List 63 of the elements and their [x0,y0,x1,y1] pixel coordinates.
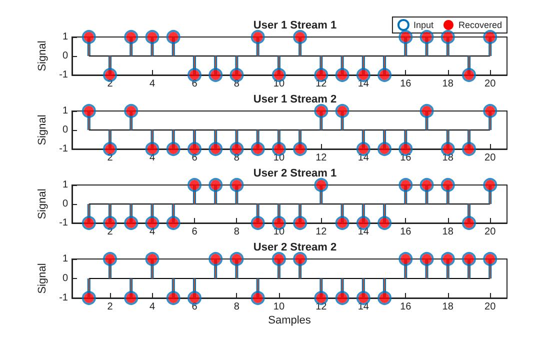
x-tick-label: 6 [192,78,198,90]
x-tick-label: 20 [484,78,496,90]
x-tick-label: 4 [149,226,156,238]
y-tick-label: 1 [62,180,68,190]
x-tick-label: 2 [107,152,114,164]
x-tick-label: 14 [358,78,370,90]
y-tick-label: -1 [59,70,68,80]
x-tick-label: 18 [442,152,454,164]
y-axis-title: Signal [36,114,49,146]
x-tick-label: 4 [149,152,156,164]
x-tick-label: 20 [484,226,496,238]
x-tick-label: 14 [358,226,370,238]
y-tick-label: 0 [62,124,68,136]
x-tick-label: 2 [107,78,114,90]
y-axis-title: Signal [36,40,49,72]
x-tick-label: 16 [400,302,412,312]
x-tick-label: 12 [316,226,328,238]
x-tick-label: 10 [273,302,285,312]
y-tick-label: -1 [59,292,68,304]
y-tick-label: 0 [62,273,68,284]
x-tick-label: 16 [400,226,412,238]
x-tick-label: 2 [107,226,114,238]
x-tick-label: 18 [442,302,454,312]
x-tick-label: 8 [234,78,240,90]
chart-title: User 2 Stream 2 [253,242,337,254]
x-tick-label: 8 [234,302,240,312]
x-tick-label: 10 [273,152,285,164]
x-tick-label: 18 [442,226,454,238]
x-tick-label: 16 [400,78,412,90]
x-tick-label: 2 [107,302,114,312]
y-tick-label: -1 [59,218,68,228]
x-tick-label: 8 [234,226,240,238]
x-tick-label: 16 [400,152,412,164]
y-axis-title: Signal [36,263,49,294]
y-tick-label: 0 [62,50,68,62]
x-tick-label: 12 [316,152,328,164]
legend-label: Input [413,20,434,30]
x-tick-label: 14 [358,152,370,164]
x-tick-label: 6 [192,226,198,238]
x-axis-title: Samples [268,314,312,326]
legend-label: Recovered [458,20,502,30]
x-tick-label: 12 [316,78,328,90]
x-tick-label: 20 [484,302,496,312]
x-tick-label: 6 [192,302,198,312]
y-tick-label: 1 [62,254,68,264]
y-tick-label: 1 [62,106,68,116]
x-tick-label: 4 [149,302,156,312]
x-tick-label: 6 [192,152,198,164]
chart-title: User 1 Stream 1 [253,20,337,32]
x-tick-label: 10 [273,226,285,238]
x-tick-label: 12 [316,302,328,312]
y-tick-label: -1 [59,144,68,154]
y-tick-label: 1 [62,32,68,42]
x-tick-label: 14 [358,302,370,312]
x-tick-label: 18 [442,78,454,90]
chart-title: User 2 Stream 1 [253,168,337,180]
chart-title: User 1 Stream 2 [253,94,337,106]
x-tick-label: 4 [149,78,156,90]
y-tick-label: 0 [62,198,68,210]
x-tick-label: 10 [273,78,285,90]
y-axis-title: Signal [36,188,49,220]
x-tick-label: 20 [484,152,496,164]
x-tick-label: 8 [234,152,240,164]
